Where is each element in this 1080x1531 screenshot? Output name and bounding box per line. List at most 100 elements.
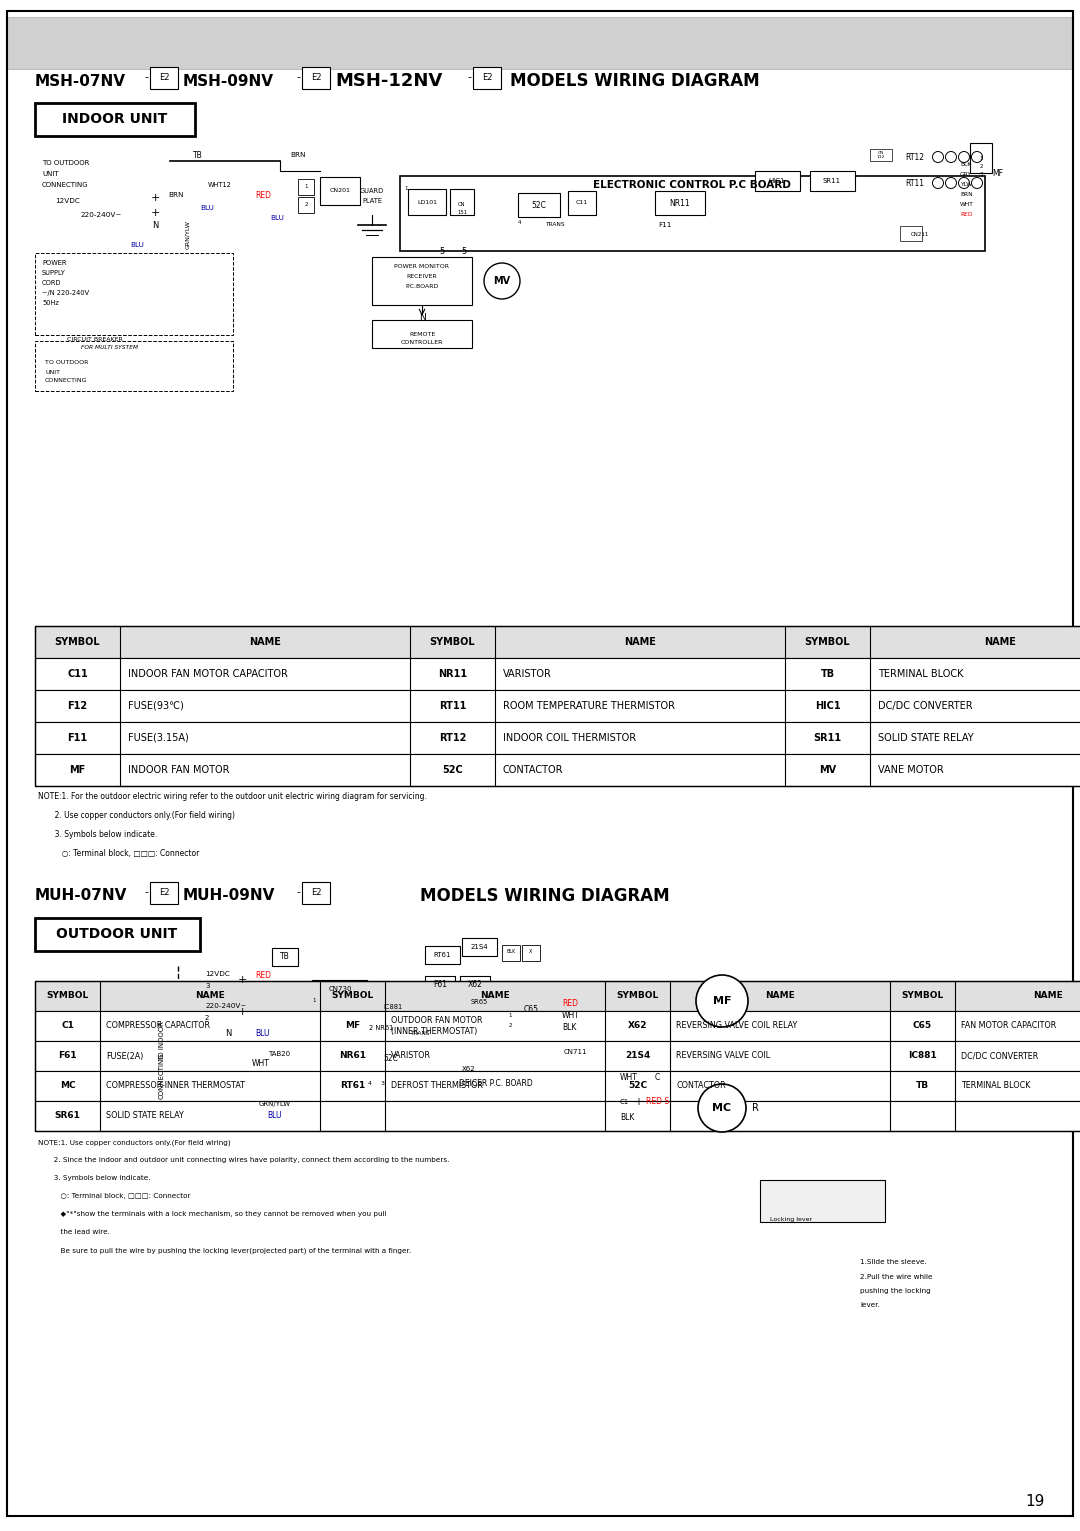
Text: X62: X62 [627,1021,647,1030]
Text: 21S4: 21S4 [470,945,488,951]
Bar [6,17,1074,69]
Text: E2: E2 [311,888,321,897]
Text: DEICER P.C. BOARD: DEICER P.C. BOARD [459,1079,532,1089]
Text: COMPRESSOR-INNER THERMOSTAT: COMPRESSOR-INNER THERMOSTAT [106,1081,245,1090]
Text: 19: 19 [1026,1494,1045,1508]
Text: -: - [296,886,300,897]
Text: 2: 2 [509,1024,512,1029]
Text: 4: 4 [368,1081,372,1087]
Text: CONNECTING: CONNECTING [42,182,89,188]
Text: MF: MF [713,997,731,1006]
Text: MSH-07NV: MSH-07NV [35,73,126,89]
Text: 3: 3 [205,983,210,989]
Bar [518,193,561,217]
Text: NAME: NAME [195,992,225,1000]
Text: 220-240V~: 220-240V~ [205,1003,246,1009]
Text: C11: C11 [67,669,87,680]
Text: REMOTE: REMOTE [409,332,435,337]
Bar [35,626,1080,785]
Text: E2: E2 [159,73,170,83]
Text: CN201: CN201 [329,188,350,193]
Text: MV: MV [819,766,836,775]
Text: ~/N 220-240V: ~/N 220-240V [42,289,90,295]
Text: GRN/YLW: GRN/YLW [259,1101,292,1107]
Text: SYMBOL: SYMBOL [332,992,374,1000]
Text: VARISTOR: VARISTOR [391,1052,431,1061]
Text: 12VDC: 12VDC [205,971,230,977]
Text: NR11: NR11 [670,199,690,208]
Text: INDOOR FAN MOTOR: INDOOR FAN MOTOR [129,766,229,775]
Text: BLU: BLU [268,1112,282,1121]
Bar [568,191,596,214]
Text: MF: MF [345,1021,360,1030]
Bar [970,142,993,173]
Circle shape [696,975,748,1027]
Text: 2: 2 [980,164,983,168]
Text: MC: MC [59,1081,76,1090]
Bar [35,1010,1080,1041]
Text: RT11: RT11 [905,179,924,187]
Text: +: + [150,208,160,217]
Bar [272,948,298,966]
Text: +: + [634,1098,642,1107]
Text: PLATE: PLATE [362,197,382,204]
Text: CONTROLLER: CONTROLLER [401,340,443,346]
Text: FUSE(2A): FUSE(2A) [106,1052,144,1061]
Text: INDOOR COIL THERMISTOR: INDOOR COIL THERMISTOR [503,733,636,743]
Text: TB: TB [280,952,289,961]
Text: 3: 3 [381,1081,384,1087]
Text: NAME: NAME [984,637,1016,648]
Text: BLU: BLU [270,214,284,220]
Text: MSH-12NV: MSH-12NV [335,72,442,90]
Text: C1: C1 [620,1099,630,1105]
Text: BLK: BLK [960,162,971,167]
Text: MUH-07NV: MUH-07NV [35,888,127,903]
Text: 52C: 52C [531,201,546,210]
Bar [460,975,490,994]
Text: POWER MONITOR: POWER MONITOR [394,265,449,269]
Text: WHT12: WHT12 [208,182,232,188]
Bar [35,253,233,335]
Text: BRN: BRN [291,152,306,158]
Text: TO INDOOR: TO INDOOR [159,1021,165,1061]
Text: 2: 2 [205,1015,210,1021]
Text: RED: RED [960,213,972,217]
Text: 2: 2 [305,202,308,208]
Text: NOTE:1. For the outdoor electric wiring refer to the outdoor unit electric wirin: NOTE:1. For the outdoor electric wiring … [38,792,427,801]
Text: +: + [150,193,160,204]
Text: N: N [225,1029,231,1038]
Text: GUARD: GUARD [360,188,384,194]
Bar [298,197,314,213]
Text: RED: RED [562,1000,578,1009]
Bar [755,171,800,191]
Text: SYMBOL: SYMBOL [430,637,475,648]
Text: TO OUTDOOR: TO OUTDOOR [45,360,89,366]
Text: MODELS WIRING DIAGRAM: MODELS WIRING DIAGRAM [510,72,759,90]
Text: SYMBOL: SYMBOL [617,992,659,1000]
Text: MODELS WIRING DIAGRAM: MODELS WIRING DIAGRAM [420,886,670,905]
Text: CONTACTOR: CONTACTOR [503,766,564,775]
Text: HIC1: HIC1 [769,178,785,184]
Text: WHT: WHT [620,1073,638,1082]
Bar [320,178,360,205]
Text: SOLID STATE RELAY: SOLID STATE RELAY [106,1112,184,1121]
Text: MF: MF [69,766,85,775]
Text: C65: C65 [524,1006,539,1015]
Text: -: - [467,72,471,83]
Text: CONNECTING: CONNECTING [159,1053,165,1099]
Text: RT61: RT61 [433,952,450,958]
Bar [35,658,1080,690]
Text: MV: MV [494,276,511,286]
Bar [150,882,178,903]
Text: REVERSING VALVE COIL RELAY: REVERSING VALVE COIL RELAY [676,1021,797,1030]
Bar [372,320,472,348]
Bar [35,723,1080,753]
Bar [426,975,455,994]
Text: FUSE(93℃): FUSE(93℃) [129,701,184,710]
Text: 1: 1 [405,185,408,190]
Text: LD101: LD101 [417,199,437,205]
Text: 52C: 52C [383,1055,399,1064]
Text: CN: CN [458,202,465,208]
Bar [35,1041,1080,1072]
Text: UNIT: UNIT [45,371,60,375]
